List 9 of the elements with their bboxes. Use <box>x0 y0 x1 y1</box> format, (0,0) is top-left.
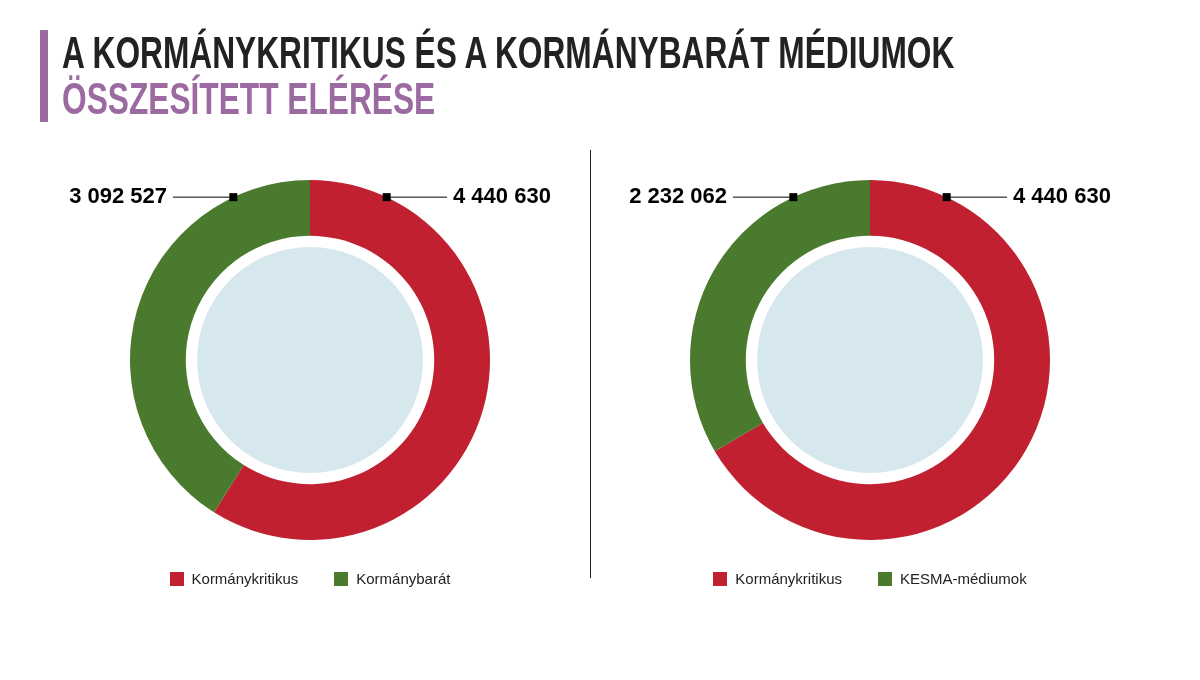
chart-subtitle: ÖSSZESÍTETT ELÉRÉSE <box>62 74 436 123</box>
data-label: 4 440 630 <box>1013 183 1111 209</box>
data-label: 2 232 062 <box>629 183 727 209</box>
data-label: 3 092 527 <box>69 183 167 209</box>
legend-label: Kormánykritikus <box>190 570 299 587</box>
legend-label: Kormánykritikus <box>734 570 842 587</box>
legend-label: Kormánybarát <box>355 570 451 587</box>
data-label: 4 440 630 <box>453 183 551 209</box>
legend-label: KESMA-médiumok <box>899 570 1027 587</box>
